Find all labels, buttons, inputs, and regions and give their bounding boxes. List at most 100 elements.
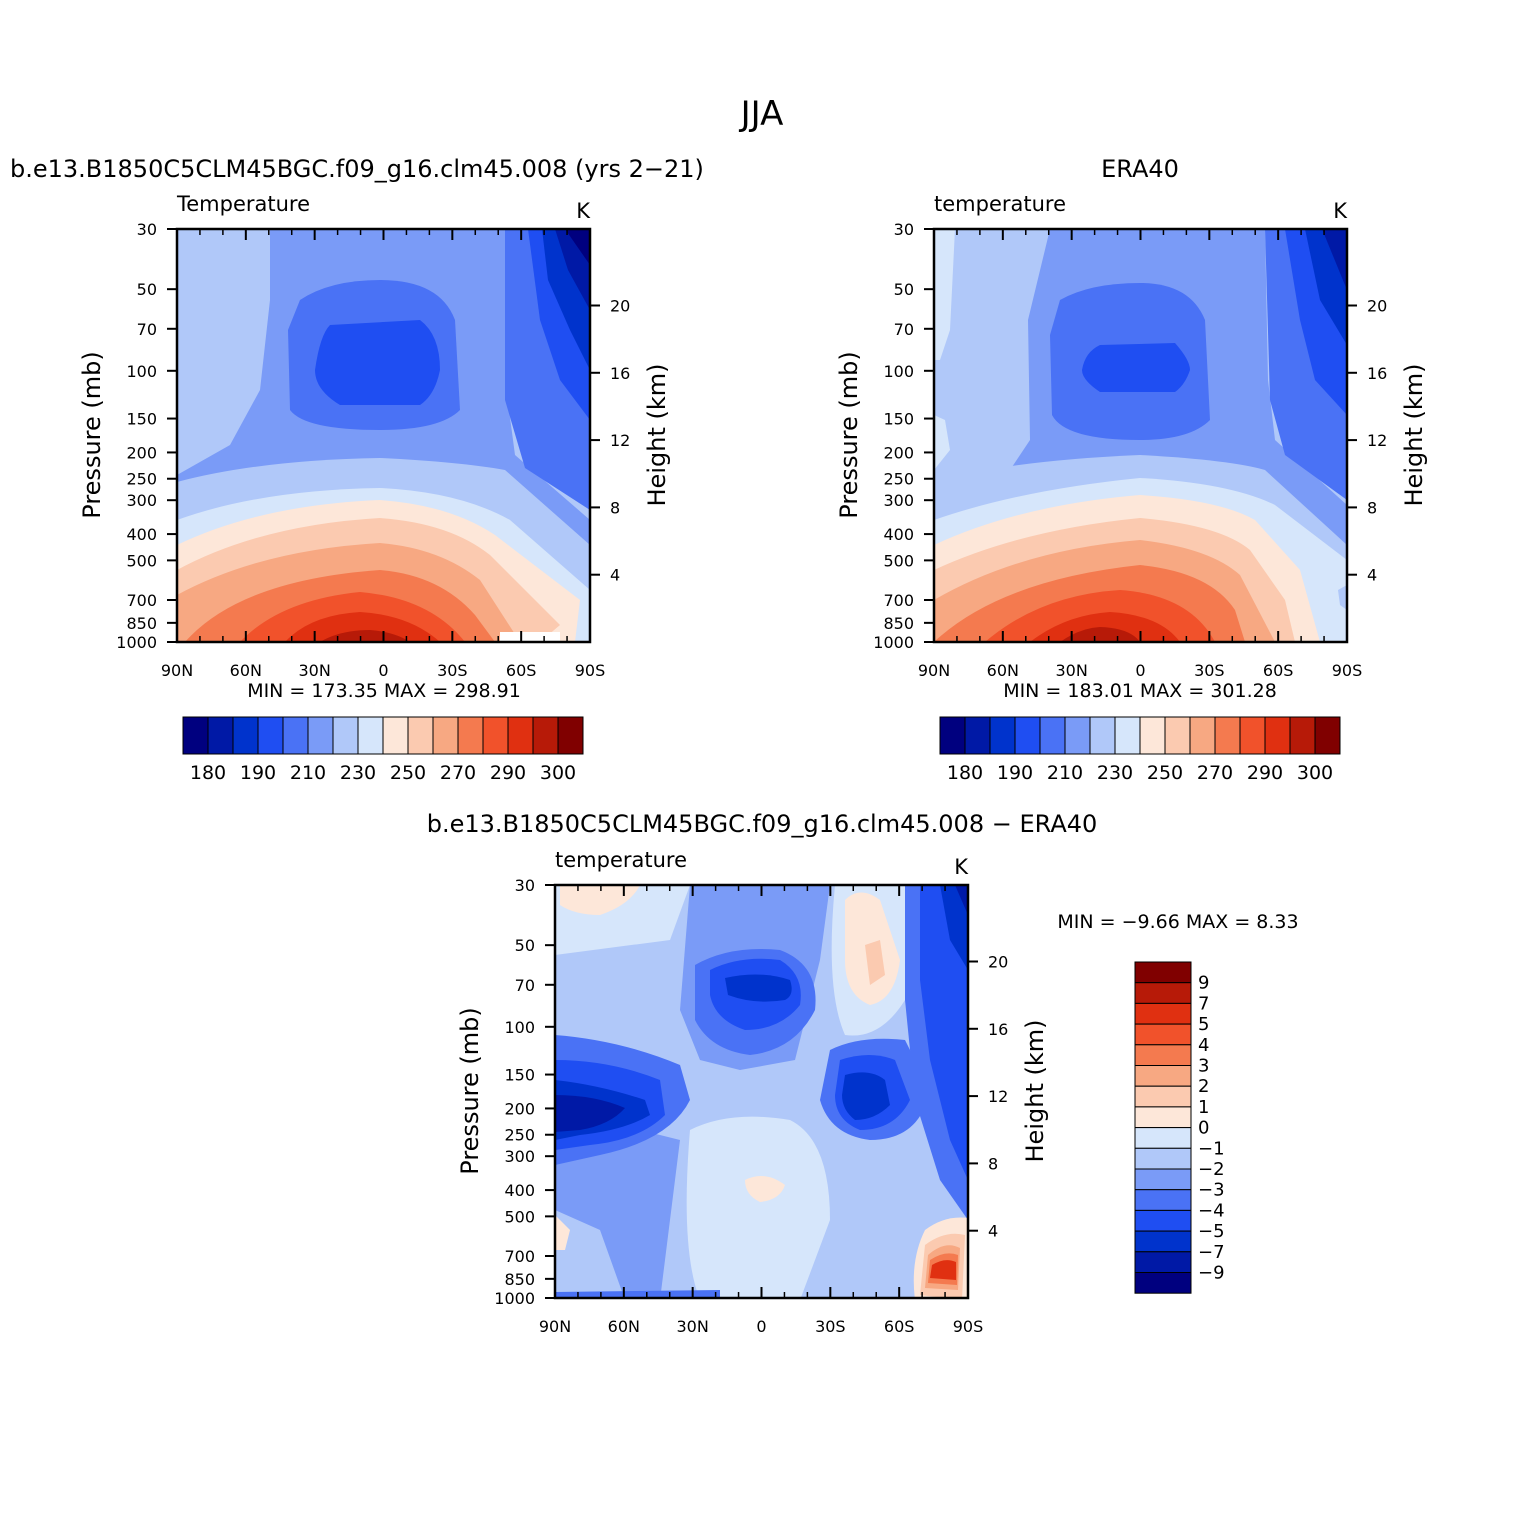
x-tick-label: 60S bbox=[1263, 661, 1294, 680]
y2-tick-label: 12 bbox=[988, 1087, 1008, 1106]
y-tick-label: 700 bbox=[883, 591, 914, 610]
axes: 90N 60N 30N 0 30S 60S 90S 30 50 70 100 150 200 250 300… bbox=[494, 876, 1008, 1336]
y2-tick-label: 4 bbox=[610, 566, 620, 585]
colorbar-box bbox=[1139, 716, 1166, 755]
colorbar-box bbox=[1134, 1272, 1192, 1294]
units-label: K bbox=[954, 855, 969, 879]
y-tick-label: 500 bbox=[504, 1207, 535, 1226]
y2-axis-label: Height (km) bbox=[643, 364, 671, 507]
colorbar-label: 3 bbox=[1198, 1056, 1209, 1077]
fill-neg4d bbox=[920, 885, 968, 1180]
y-tick-label: 850 bbox=[126, 614, 157, 633]
panel-difference: b.e13.B1850C5CLM45BGC.f09_g16.clm45.008 … bbox=[427, 810, 1299, 1336]
x-tick-label: 90N bbox=[161, 661, 193, 680]
y2-tick-label: 12 bbox=[610, 431, 630, 450]
fill-295 bbox=[285, 612, 440, 642]
colorbar-box bbox=[457, 716, 484, 755]
colorbar-label: 290 bbox=[490, 762, 526, 784]
fill-1 bbox=[560, 885, 640, 915]
colorbar-label: 5 bbox=[1198, 1014, 1209, 1035]
y-tick-label: 1000 bbox=[873, 633, 914, 652]
colorbar-box bbox=[1134, 1189, 1192, 1211]
y2-axis-label: Height (km) bbox=[1400, 364, 1428, 507]
fill-0b bbox=[686, 1116, 830, 1298]
colorbar-box bbox=[939, 716, 966, 755]
y-tick-label: 1000 bbox=[494, 1289, 535, 1308]
y-tick-label: 50 bbox=[894, 280, 914, 299]
y-tick-label: 50 bbox=[515, 936, 535, 955]
units-label: K bbox=[1333, 199, 1348, 223]
colorbar-box bbox=[532, 716, 559, 755]
x-tick-label: 30N bbox=[1056, 661, 1088, 680]
panel-era40: ERA40 temperature K Pressure (mb) bbox=[835, 155, 1428, 784]
colorbar-label: 300 bbox=[1297, 762, 1333, 784]
y2-tick-label: 16 bbox=[1367, 364, 1387, 383]
y-tick-label: 30 bbox=[137, 220, 157, 239]
y-tick-label: 100 bbox=[126, 362, 157, 381]
y-tick-label: 1000 bbox=[116, 633, 157, 652]
y2-axis-label: Height (km) bbox=[1021, 1020, 1049, 1163]
colorbar-label: 1 bbox=[1198, 1097, 1209, 1118]
x-tick-label: 0 bbox=[378, 661, 388, 680]
y2-tick-label: 8 bbox=[1367, 498, 1377, 517]
colorbar-box bbox=[1039, 716, 1066, 755]
colorbar-box bbox=[1134, 1230, 1192, 1253]
contour-field bbox=[177, 229, 590, 642]
colorbar-label: 270 bbox=[1197, 762, 1233, 784]
contour-field bbox=[555, 885, 968, 1298]
y-tick-label: 200 bbox=[126, 443, 157, 462]
y-tick-label: 70 bbox=[137, 320, 157, 339]
colorbar-box bbox=[1014, 716, 1041, 755]
variable-label: Temperature bbox=[176, 192, 310, 216]
colorbar-box bbox=[282, 716, 309, 755]
x-tick-label: 0 bbox=[1135, 661, 1145, 680]
y-tick-label: 500 bbox=[126, 551, 157, 570]
colorbar-box bbox=[1064, 716, 1091, 755]
fill-180 bbox=[1322, 229, 1347, 290]
fill-neg5d bbox=[940, 885, 968, 970]
colorbar-label: 230 bbox=[1097, 762, 1133, 784]
colorbar-label: 270 bbox=[440, 762, 476, 784]
y-tick-label: 400 bbox=[126, 525, 157, 544]
y2-tick-label: 16 bbox=[988, 1020, 1008, 1039]
y-tick-label: 150 bbox=[883, 410, 914, 429]
y-tick-label: 300 bbox=[883, 491, 914, 510]
y-tick-label: 30 bbox=[515, 876, 535, 895]
colorbar-label: 2 bbox=[1198, 1076, 1209, 1097]
colorbar-label: 4 bbox=[1198, 1035, 1209, 1056]
min-max-label: MIN = 183.01 MAX = 301.28 bbox=[1003, 680, 1277, 702]
y2-tick-label: 4 bbox=[988, 1222, 998, 1241]
fill-neg2b bbox=[555, 1130, 680, 1298]
colorbar-box bbox=[1264, 716, 1291, 755]
units-label: K bbox=[576, 199, 591, 223]
y2-tick-label: 16 bbox=[610, 364, 630, 383]
colorbar-box bbox=[257, 716, 284, 755]
y-tick-label: 300 bbox=[126, 491, 157, 510]
fill-225-edge bbox=[1338, 585, 1347, 610]
colorbar-box bbox=[507, 716, 534, 755]
colorbar-box bbox=[1214, 716, 1241, 755]
x-tick-label: 30S bbox=[815, 1317, 846, 1336]
fill-neg5 bbox=[725, 974, 792, 1002]
fill-neg7 bbox=[555, 1095, 625, 1132]
y2-tick-label: 20 bbox=[988, 952, 1008, 971]
y-tick-label: 150 bbox=[126, 410, 157, 429]
fill-neg2-bottom bbox=[555, 1290, 720, 1298]
colorbar-box bbox=[407, 716, 434, 755]
y-tick-label: 200 bbox=[883, 443, 914, 462]
fill-missing bbox=[500, 632, 560, 642]
colorbar-box bbox=[1089, 716, 1116, 755]
y-tick-label: 30 bbox=[894, 220, 914, 239]
colorbar-label: −1 bbox=[1198, 1138, 1225, 1159]
colorbar-label: 230 bbox=[340, 762, 376, 784]
colorbar-box bbox=[1134, 1106, 1192, 1129]
fill-170 bbox=[565, 229, 590, 265]
y-tick-label: 850 bbox=[504, 1270, 535, 1289]
x-tick-label: 60N bbox=[987, 661, 1019, 680]
fill-2 bbox=[865, 940, 885, 985]
y-tick-label: 100 bbox=[883, 362, 914, 381]
min-max-label: MIN = 173.35 MAX = 298.91 bbox=[247, 680, 521, 702]
variable-label: temperature bbox=[555, 848, 687, 872]
x-tick-label: 90N bbox=[539, 1317, 571, 1336]
